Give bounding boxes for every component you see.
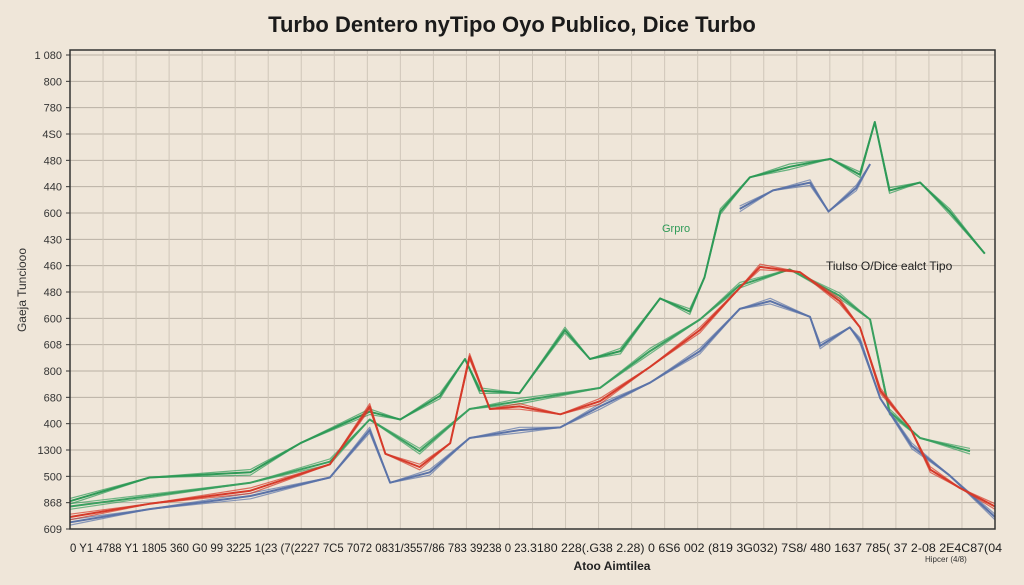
series-line-blue bbox=[69, 303, 996, 526]
y-tick-label: 480 bbox=[44, 155, 62, 167]
series-line-green-lower bbox=[69, 268, 971, 510]
plot-frame bbox=[69, 49, 996, 530]
series-group bbox=[69, 121, 996, 526]
series-line-green-lower bbox=[69, 268, 971, 508]
y-tick-label: 800 bbox=[44, 76, 62, 88]
x-tick-labels-left: 0 Y1 4788 Y1 1805 360 G0 99 3225 1(23 (7… bbox=[70, 541, 530, 555]
series-line-red bbox=[69, 265, 996, 518]
x-tick-labels-right: 3180 228(.G38 2.28) 0 6S6 002 (819 3G032… bbox=[530, 541, 1002, 555]
chart-title: Turbo Dentero nyTipo Oyo Publico, Dice T… bbox=[268, 12, 756, 37]
y-tick-label: 1 080 bbox=[34, 50, 62, 62]
y-tick-label: 480 bbox=[44, 287, 62, 299]
y-tick-label: 868 bbox=[44, 498, 62, 510]
y-tick-label: 400 bbox=[44, 419, 62, 431]
y-tick-label: 608 bbox=[44, 340, 62, 352]
series-line-red bbox=[69, 269, 996, 521]
y-tick-label: 4S0 bbox=[42, 129, 62, 141]
series-line-green-upper bbox=[69, 121, 986, 505]
y-tick-label: 600 bbox=[44, 313, 62, 325]
y-tick-label: 460 bbox=[44, 261, 62, 273]
y-axis-label: Gaeja Tunciooo bbox=[15, 248, 29, 332]
annotation-green: Grpro bbox=[662, 223, 690, 235]
y-tick-label: 609 bbox=[44, 524, 62, 536]
y-tick-label: 780 bbox=[44, 103, 62, 115]
y-tick-label: 800 bbox=[44, 366, 62, 378]
grid bbox=[66, 50, 995, 530]
series-line-green-lower bbox=[69, 268, 971, 505]
y-tick-label: 430 bbox=[44, 234, 62, 246]
series-line-blue-upper bbox=[739, 163, 871, 213]
annotation-legend: Tiulso O/Dice ealct Tipo bbox=[826, 259, 953, 273]
x-axis-label: Atoo Aimtilea bbox=[574, 559, 651, 573]
y-tick-label: 1300 bbox=[38, 445, 62, 457]
y-tick-label: 680 bbox=[44, 392, 62, 404]
y-tick-label: 440 bbox=[44, 182, 62, 194]
y-tick-label: 600 bbox=[44, 208, 62, 220]
y-tick-labels: 1 080 800 780 4S0 480 440 600 430 460 480 600 608 80… bbox=[34, 50, 62, 536]
x-note: Hipcer (4/8) bbox=[925, 555, 967, 564]
y-tick-label: 500 bbox=[44, 471, 62, 483]
